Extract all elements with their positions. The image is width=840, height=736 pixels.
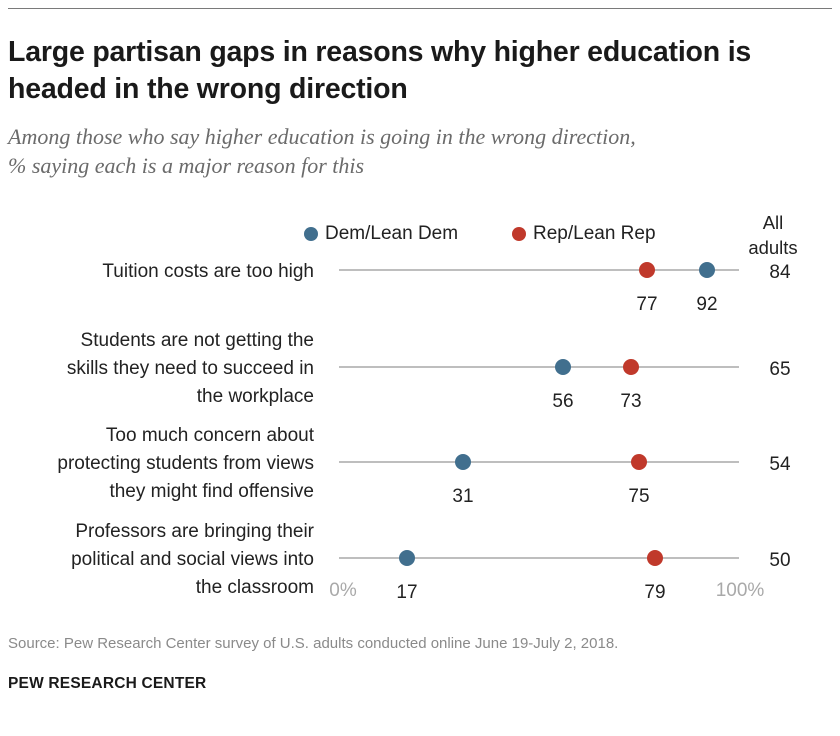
rep-value-label: 73 [620, 391, 641, 412]
dem-dot [555, 359, 571, 375]
dem-dot [455, 454, 471, 470]
legend-rep-marker [512, 227, 526, 241]
dem-value-label: 31 [452, 486, 473, 507]
pew-credit: PEW RESEARCH CENTER [8, 675, 207, 692]
source-note: Source: Pew Research Center survey of U.… [8, 635, 619, 652]
rep-dot [647, 550, 663, 566]
category-label: Students are not getting the [81, 330, 314, 351]
dem-value-label: 56 [552, 391, 573, 412]
rep-dot [631, 454, 647, 470]
subtitle-line-2: % saying each is a major reason for this [8, 153, 365, 178]
category-label: skills they need to succeed in [67, 358, 314, 379]
chart-subtitle: Among those who say higher education is … [8, 122, 828, 180]
category-label: Too much concern about [106, 425, 315, 446]
axis-label-max: 100% [716, 580, 765, 601]
rep-dot [623, 359, 639, 375]
legend-dem: Dem/Lean Dem [304, 222, 458, 246]
all-adults-header-line-2: adults [748, 237, 798, 258]
rep-value-label: 77 [636, 294, 657, 315]
legend-rep-label: Rep/Lean Rep [533, 223, 656, 244]
category-label: protecting students from views [57, 453, 314, 474]
category-label: political and social views into [71, 549, 314, 570]
dem-value-label: 17 [396, 582, 417, 603]
legend-dem-marker [304, 227, 318, 241]
rep-value-label: 79 [644, 582, 665, 603]
dem-value-label: 92 [696, 294, 717, 315]
rep-value-label: 75 [628, 486, 649, 507]
category-label: the workplace [197, 386, 314, 407]
category-label: Tuition costs are too high [102, 261, 314, 282]
category-label: Professors are bringing their [75, 521, 314, 542]
category-label: they might find offensive [109, 481, 314, 502]
all-adults-value: 50 [769, 550, 790, 571]
all-adults-value: 65 [769, 359, 790, 380]
chart-title: Large partisan gaps in reasons why highe… [8, 36, 752, 105]
legend-dem-label: Dem/Lean Dem [325, 223, 459, 244]
all-adults-header-line-1: All [762, 212, 784, 233]
rep-dot [639, 262, 655, 278]
dem-dot [699, 262, 715, 278]
all-adults-value: 84 [769, 262, 791, 283]
all-adults-header: All adults [736, 210, 810, 260]
top-rule [8, 8, 832, 9]
subtitle-line-1: Among those who say higher education is … [8, 124, 636, 149]
all-adults-value: 54 [769, 454, 791, 475]
legend-rep: Rep/Lean Rep [512, 222, 656, 246]
category-label: the classroom [196, 577, 314, 598]
dem-dot [399, 550, 415, 566]
axis-label-min: 0% [329, 580, 357, 601]
